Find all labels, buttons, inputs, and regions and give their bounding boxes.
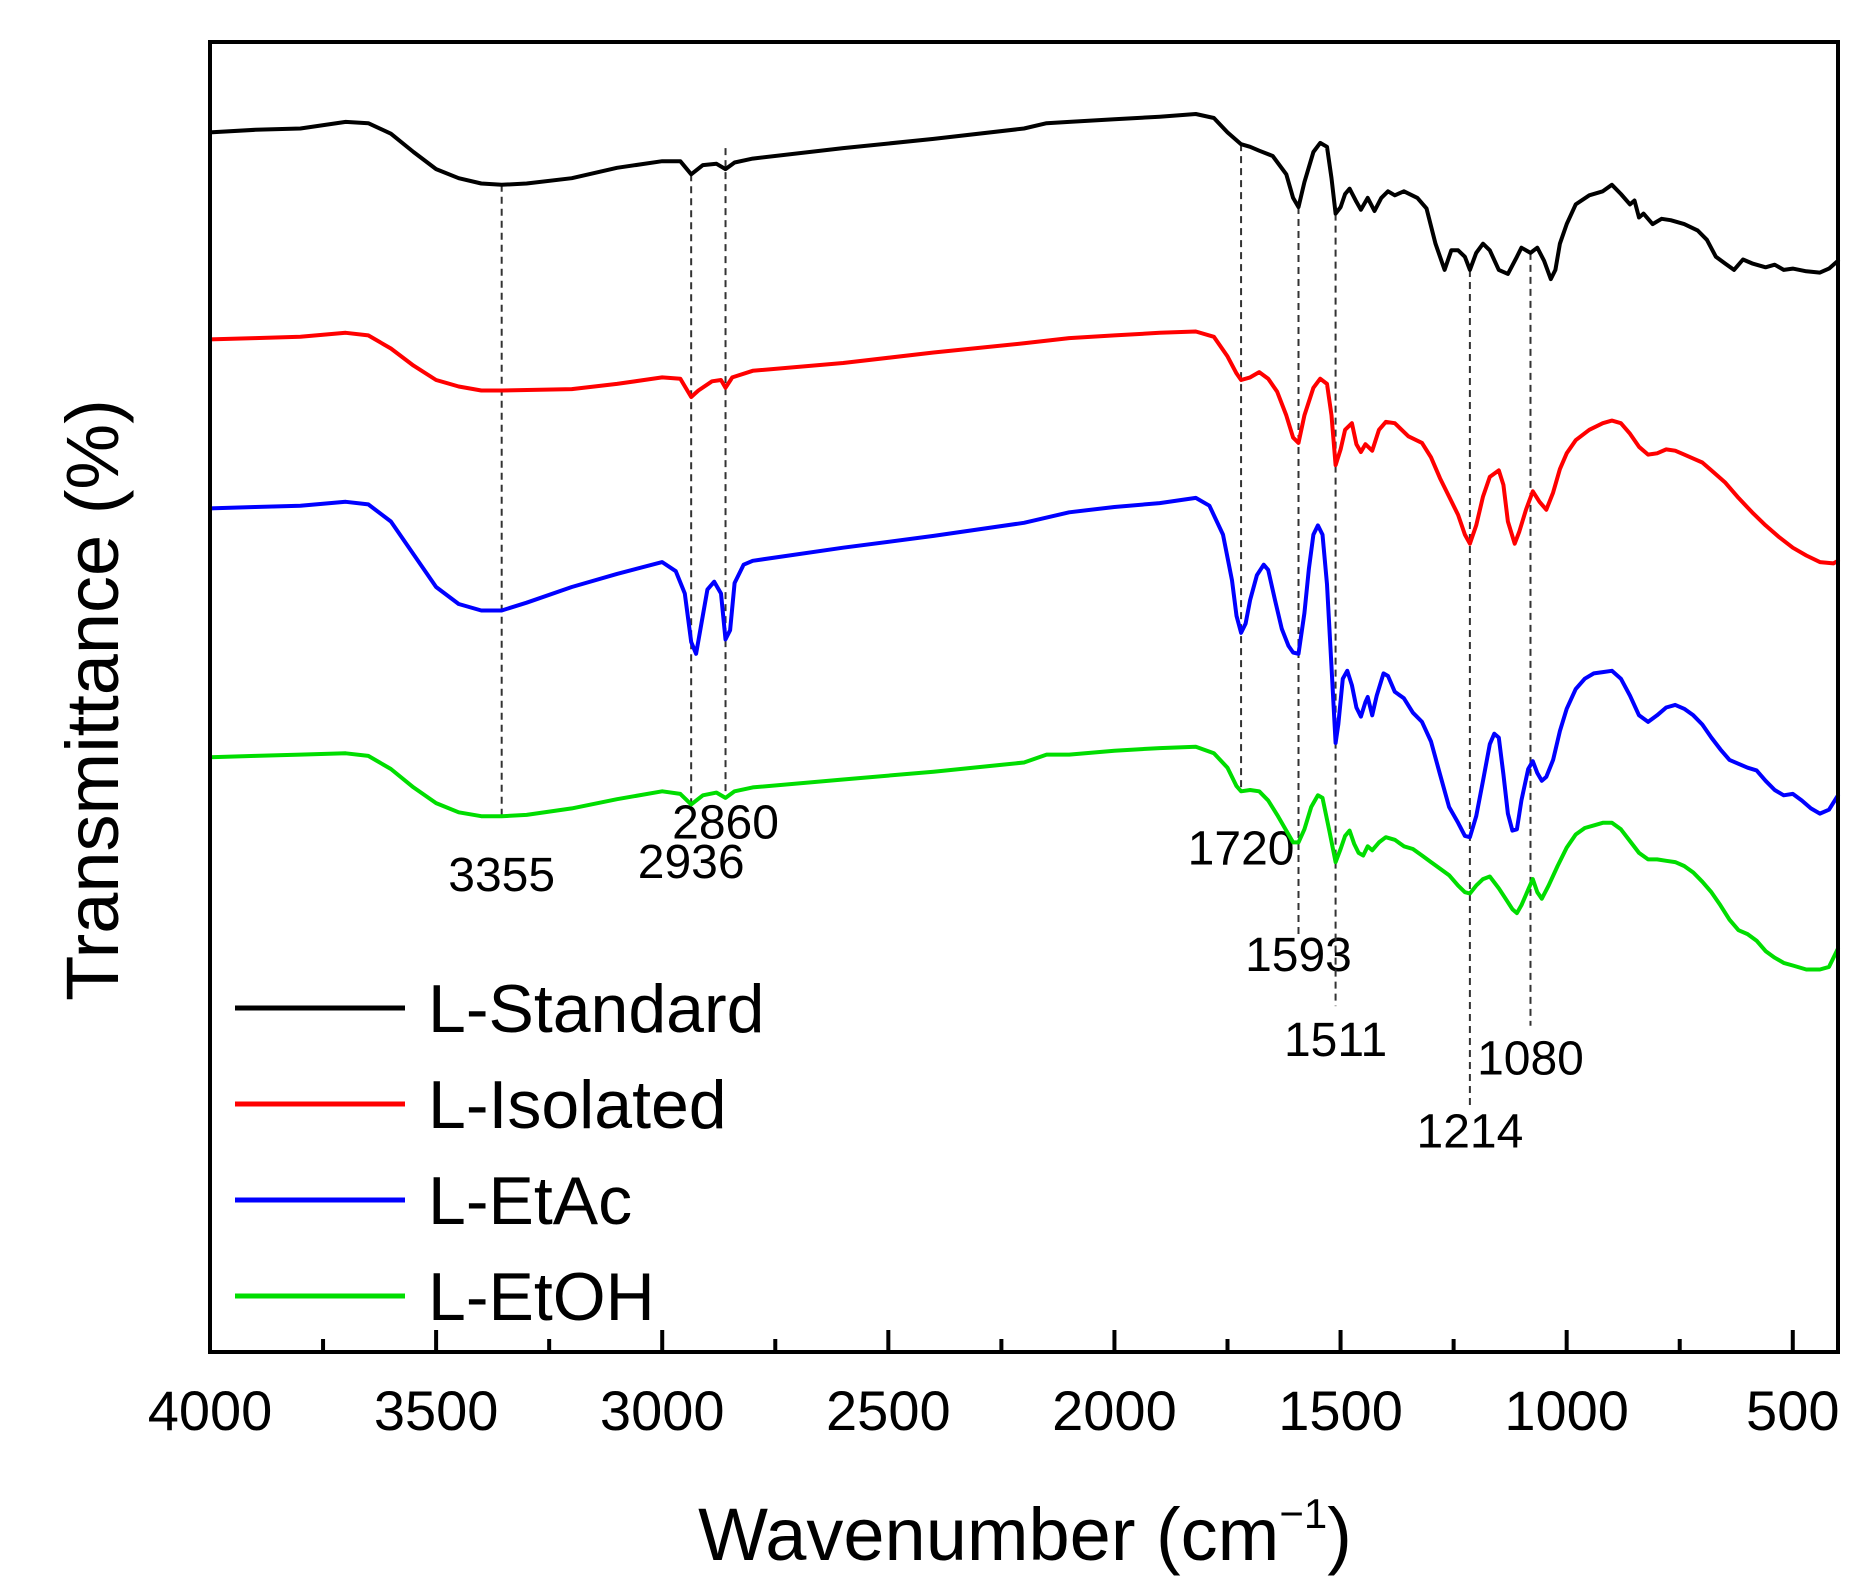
- legend-label-l-etoh: L-EtOH: [428, 1259, 655, 1335]
- spectra-lines: [208, 112, 1840, 972]
- x-axis-title-text: Wavenumber (cm: [698, 1493, 1279, 1576]
- x-tick-label: 1000: [1504, 1379, 1629, 1442]
- x-tick-label: 4000: [148, 1379, 273, 1442]
- peak-label-1720: 1720: [1188, 823, 1295, 876]
- peak-label-2860: 2860: [672, 796, 779, 849]
- x-axis-title: Wavenumber (cm−1): [698, 1490, 1352, 1576]
- x-axis-ticks: 4000 3500 3000 2500 2000 1500 1000 500: [148, 1330, 1839, 1442]
- legend: L-Standard L-Isolated L-EtAc L-EtOH: [235, 971, 764, 1335]
- series-line-l-standard: [208, 112, 1840, 282]
- legend-label-l-standard: L-Standard: [428, 971, 764, 1047]
- x-tick-label: 2000: [1052, 1379, 1177, 1442]
- legend-label-l-isolated: L-Isolated: [428, 1067, 727, 1143]
- x-tick-label: 2500: [826, 1379, 951, 1442]
- peak-label-2936: 2936: [638, 836, 745, 889]
- peak-label-3355: 3355: [448, 849, 555, 902]
- x-tick-label: 3500: [374, 1379, 499, 1442]
- series-line-l-etac: [208, 495, 1840, 840]
- series-line-l-etoh: [208, 744, 1840, 972]
- plot-frame: [208, 40, 1840, 1354]
- peak-label-1511: 1511: [1284, 1014, 1387, 1067]
- x-tick-label: 3000: [600, 1379, 725, 1442]
- x-tick-label: 1500: [1278, 1379, 1403, 1442]
- legend-label-l-etac: L-EtAc: [428, 1163, 632, 1239]
- peak-label-1214: 1214: [1417, 1106, 1524, 1159]
- y-axis-title: Transmittance (%): [51, 399, 134, 1001]
- x-axis-title-superscript: −1: [1279, 1490, 1327, 1537]
- series-line-l-isolated: [208, 329, 1840, 566]
- peak-label-1593: 1593: [1245, 929, 1352, 982]
- x-tick-label: 500: [1746, 1379, 1839, 1442]
- x-axis-title-close: ): [1327, 1493, 1352, 1576]
- peak-label-1080: 1080: [1477, 1032, 1584, 1085]
